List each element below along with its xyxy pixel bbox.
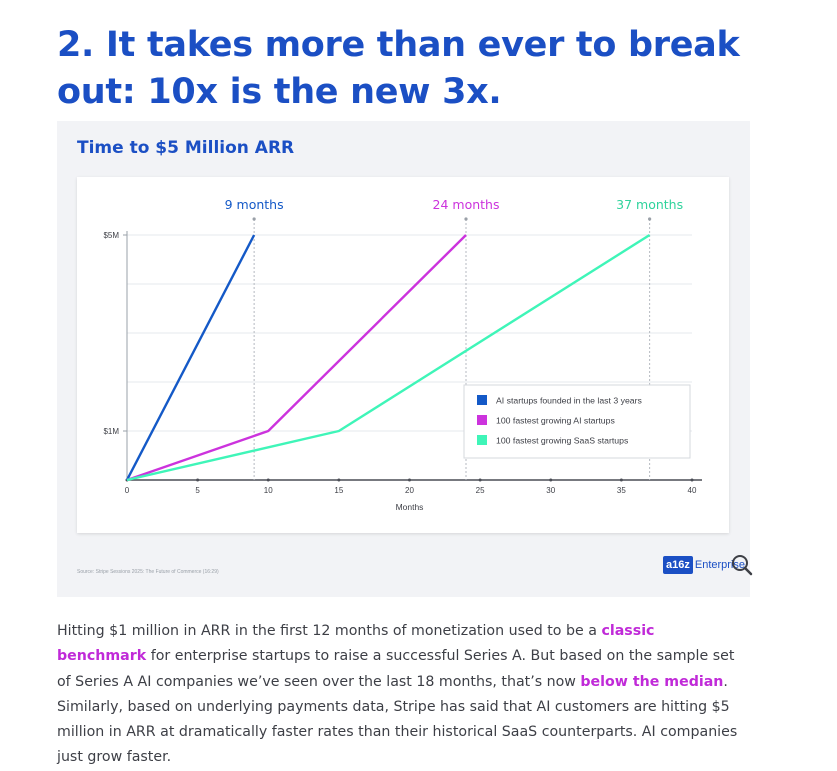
body-text-2: for enterprise startups to raise a succe… [57,648,735,690]
chart-panel: Time to $5 Million ARR $5M $1M 0 5 10 15 20 25 3… [57,121,753,597]
source-note: Source: Stripe Sessions 2025: The Future… [77,569,219,575]
body-text-3: . Similarly, based on underlying payment… [57,673,738,766]
page-heading: 2. It takes more than ever to break out:… [57,25,740,112]
a16z-enterprise-logo: a16z Enterprise [663,553,753,577]
x-tick-1 [196,478,200,482]
line-chart: $5M $1M 0 5 10 15 20 25 30 35 40 Months 9 months 24 m… [103,197,702,512]
series-ref-dot-1 [464,217,468,221]
series-annotation-2: 37 months [616,197,683,212]
x-tick-4 [408,478,411,482]
x-tick-3 [337,478,341,482]
classic-benchmark-link[interactable]: classic benchmark [57,623,655,665]
body-text-1: Hitting $1 million in ARR in the first 1… [57,623,602,639]
x-tick-label-6: 30 [546,486,555,495]
legend-label-1: 100 fastest growing AI startups [496,416,615,426]
series-annotation-1: 24 months [433,197,500,212]
x-tick-6 [549,478,553,482]
legend-swatch-2 [477,435,487,445]
x-tick-8 [690,478,694,482]
legend-box [463,384,691,459]
series-line-1 [126,234,467,482]
x-tick-label-8: 40 [688,486,697,495]
series-ref-dot-2 [648,217,652,221]
x-tick-label-0: 0 [125,486,130,495]
x-tick-label-1: 5 [195,486,200,495]
legend-swatch-0 [477,395,487,405]
x-tick-label-5: 25 [476,486,485,495]
chart-card: $5M $1M 0 5 10 15 20 25 30 35 40 Months 9 months 24 m… [77,177,729,533]
legend-label-2: 100 fastest growing SaaS startups [496,436,629,446]
series-line-2 [126,233,651,482]
x-tick-label-2: 10 [264,486,273,495]
legend-swatch-1 [477,415,487,425]
x-tick-label-7: 35 [617,486,626,495]
x-tick-5 [478,478,482,482]
series-annotation-0: 9 months [225,197,284,212]
x-tick-label-3: 15 [334,486,343,495]
below-the-median-link[interactable]: below the median [580,673,724,690]
series-line-0 [125,234,256,481]
logo-mark: a16z [663,556,693,574]
magnifier-icon[interactable] [731,554,753,576]
chart-title: Time to $5 Million ARR [77,138,295,158]
series-ref-dot-0 [252,217,256,221]
body-paragraph: Hitting $1 million in ARR in the first 1… [57,619,747,771]
y-tick-label-0: $5M [103,231,119,240]
x-tick-2 [266,478,270,482]
legend-label-0: AI startups founded in the last 3 years [496,396,642,406]
x-tick-7 [619,478,623,482]
x-axis-label: Months [396,502,424,512]
y-tick-label-1: $1M [103,427,119,436]
x-tick-label-4: 20 [405,486,414,495]
